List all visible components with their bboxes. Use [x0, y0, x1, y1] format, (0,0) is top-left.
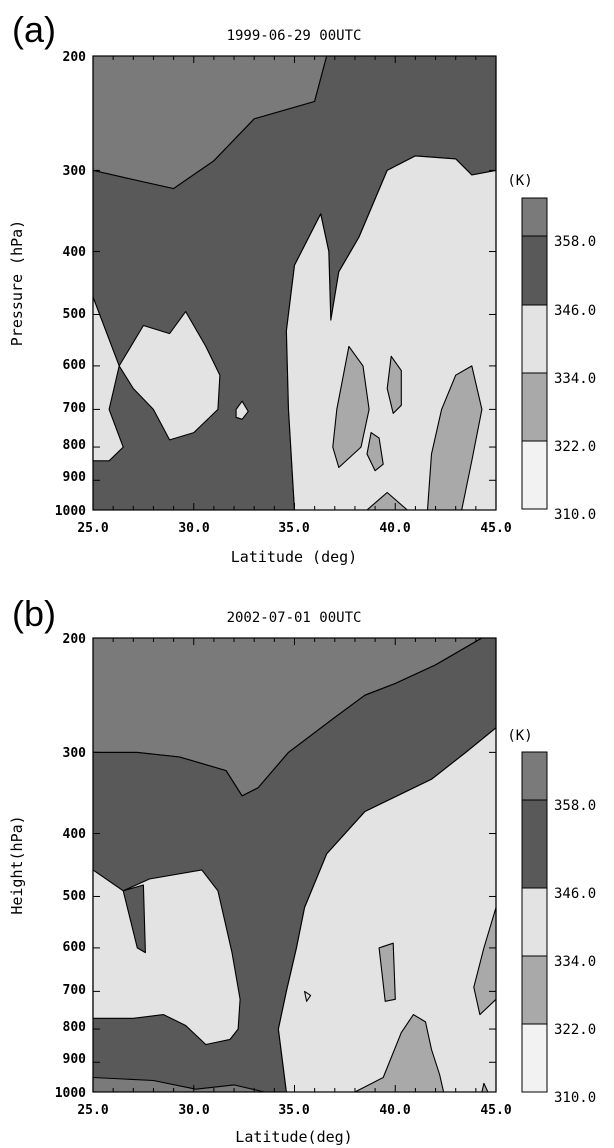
panel-a: (a) 1999-06-29 00UTC 200 300 400 500 600…: [8, 9, 596, 566]
y-tick-label: 300: [63, 164, 87, 179]
panel-b-x-ticks: 25.0 30.0 35.0 40.0 45.0: [77, 1103, 511, 1118]
y-tick-label: 900: [63, 470, 87, 485]
y-tick-label: 200: [63, 50, 87, 65]
colorbar-level-label: 346.0: [554, 886, 596, 902]
y-tick-label: 800: [63, 438, 87, 453]
panel-a-frame: [92, 55, 497, 511]
colorbar-level-label: 322.0: [554, 1022, 596, 1038]
tick-marks: [92, 637, 497, 1093]
colorbar-swatch-346-358: [521, 235, 548, 306]
x-tick-label: 30.0: [178, 1103, 209, 1118]
panel-a-plot-area: [92, 55, 497, 511]
panel-b-colorbar: 358.0 346.0 334.0 322.0 310.0: [521, 751, 596, 1106]
x-tick-label: 30.0: [178, 521, 209, 536]
panel-a-y-ticks: 200 300 400 500 600 700 800 900 1000: [55, 50, 86, 519]
x-tick-label: 35.0: [278, 1103, 309, 1118]
contour-region-b322: [366, 432, 384, 472]
contour-region-b334: [235, 400, 249, 420]
contour-region-b334: [304, 990, 312, 1002]
contour-region-b322: [386, 355, 402, 414]
contour-region-b334: [118, 311, 221, 441]
y-tick-label: 200: [63, 632, 87, 647]
y-tick-label: 300: [63, 746, 87, 761]
colorbar-swatch-gt358: [521, 197, 548, 237]
colorbar-swatch-322-334: [521, 372, 548, 442]
colorbar-level-label: 334.0: [554, 371, 596, 387]
panel-b-plot-area: [92, 637, 497, 1093]
panel-a-label: (a): [12, 9, 56, 50]
colorbar-swatch-lt322: [521, 440, 548, 510]
colorbar-swatch-334-346: [521, 887, 548, 957]
colorbar-level-label: 334.0: [554, 954, 596, 970]
panel-b-colorbar-unit: (K): [507, 728, 532, 744]
colorbar-swatch-322-334: [521, 955, 548, 1025]
colorbar-level-label: 310.0: [554, 507, 596, 523]
x-tick-label: 25.0: [77, 521, 108, 536]
colorbar-level-label: 322.0: [554, 439, 596, 455]
x-tick-label: 45.0: [480, 1103, 511, 1118]
colorbar-level-label: 310.0: [554, 1090, 596, 1106]
colorbar-level-label: 346.0: [554, 303, 596, 319]
panel-a-colorbar-unit: (K): [507, 173, 532, 189]
contour-region-b322: [378, 942, 396, 1002]
y-tick-label: 700: [63, 401, 87, 416]
panel-b: (b) 2002-07-01 00UTC 200 300 400 500 600…: [8, 593, 596, 1146]
panel-b-y-ticks: 200 300 400 500 600 700 800 900 1000: [55, 632, 86, 1101]
panel-a-x-axis-label: Latitude (deg): [231, 548, 357, 566]
contour-region-b322: [332, 345, 370, 469]
y-tick-label: 500: [63, 889, 87, 904]
panel-a-y-axis-label: Pressure (hPa): [8, 220, 26, 346]
colorbar-swatch-gt358: [521, 751, 548, 801]
panel-a-title: 1999-06-29 00UTC: [227, 28, 362, 44]
panel-b-title: 2002-07-01 00UTC: [227, 610, 362, 626]
x-tick-label: 35.0: [278, 521, 309, 536]
x-tick-label: 40.0: [379, 1103, 410, 1118]
y-tick-label: 700: [63, 983, 87, 998]
colorbar-level-label: 358.0: [554, 798, 596, 814]
panel-b-x-axis-label: Latitude(deg): [235, 1128, 352, 1146]
x-tick-label: 25.0: [77, 1103, 108, 1118]
y-tick-label: 400: [63, 827, 87, 842]
y-tick-label: 500: [63, 307, 87, 322]
x-tick-label: 40.0: [379, 521, 410, 536]
y-tick-label: 800: [63, 1020, 87, 1035]
y-tick-label: 400: [63, 245, 87, 260]
panel-a-colorbar: 358.0 346.0 334.0 322.0 310.0: [521, 197, 596, 523]
contour-region-b322: [354, 1014, 445, 1093]
panel-a-x-ticks: 25.0 30.0 35.0 40.0 45.0: [77, 521, 511, 536]
contour-region-b322: [426, 365, 483, 511]
y-tick-label: 600: [63, 940, 87, 955]
colorbar-swatch-334-346: [521, 304, 548, 374]
panel-b-frame: [92, 637, 497, 1093]
contour-region-b346: [122, 884, 146, 954]
colorbar-swatch-lt322: [521, 1023, 548, 1093]
y-tick-label: 1000: [55, 504, 86, 519]
y-tick-label: 600: [63, 358, 87, 373]
y-tick-label: 1000: [55, 1086, 86, 1101]
panel-b-label: (b): [12, 593, 56, 634]
x-tick-label: 45.0: [480, 521, 511, 536]
y-tick-label: 900: [63, 1052, 87, 1067]
colorbar-level-label: 358.0: [554, 234, 596, 250]
colorbar-swatch-346-358: [521, 799, 548, 889]
panel-b-y-axis-label: Height(hPa): [8, 815, 26, 914]
contour-region-b322: [473, 906, 497, 1016]
